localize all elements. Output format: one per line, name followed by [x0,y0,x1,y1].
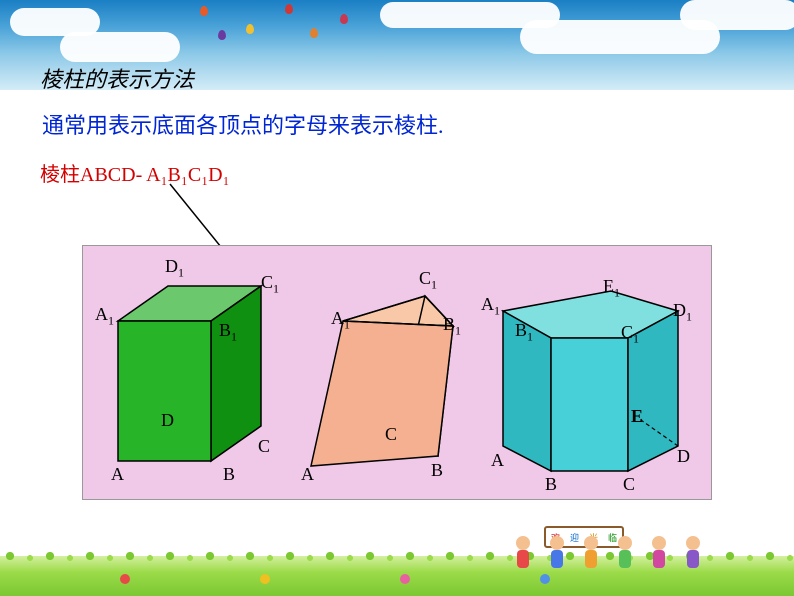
balloon [340,14,348,24]
vertex-A: A [301,464,314,485]
vertex-A1: A1 [481,294,500,319]
diagram-container: ABCDA1B1C1D1ABCA1B1C1ABCDEA1B1C1D1E1 [82,245,712,500]
flower [260,574,270,584]
vertex-C: C [623,474,635,495]
vertex-B1: B1 [515,320,533,345]
vertex-C1: C1 [261,272,279,297]
vertex-B1: B1 [443,314,461,339]
pentagonal-prism [503,291,678,471]
balloon [285,4,293,14]
vertex-B1: B1 [219,320,237,345]
kid [684,536,702,568]
heading-notation: 棱柱的表示方法 [40,62,194,94]
kids-group [514,518,734,568]
flower [540,574,550,584]
kid [548,536,566,568]
heading-description: 通常用表示底面各顶点的字母来表示棱柱. [42,108,444,140]
kid [514,536,532,568]
kid [616,536,634,568]
flower [120,574,130,584]
vertex-A: A [491,450,504,471]
kid [582,536,600,568]
balloon [218,30,226,40]
prism-name-label: 棱柱ABCD- A₁B₁C₁D₁ [40,158,230,187]
vertex-A: A [111,464,124,485]
vertex-B: B [223,464,235,485]
vertex-C1: C1 [419,268,437,293]
vertex-D1: D1 [673,300,692,325]
vertex-A1: A1 [331,308,350,333]
vertex-C: C [385,424,397,445]
flower [400,574,410,584]
balloon [200,6,208,16]
vertex-D1: D1 [165,256,184,281]
vertex-A1: A1 [95,304,114,329]
vertex-E: E [631,406,643,427]
cloud [60,32,180,62]
vertex-D: D [677,446,690,467]
vertex-B: B [545,474,557,495]
balloon [246,24,254,34]
vertex-D: D [161,410,174,431]
cuboid-prism [118,286,261,461]
kid [650,536,668,568]
balloon [310,28,318,38]
vertex-B: B [431,460,443,481]
vertex-E1: E1 [603,276,620,301]
vertex-C: C [258,436,270,457]
cloud [680,0,794,30]
vertex-C1: C1 [621,322,639,347]
